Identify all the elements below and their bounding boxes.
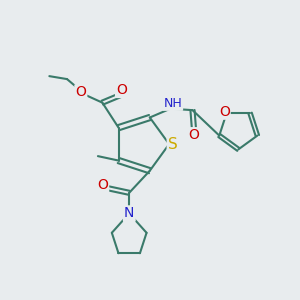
Text: O: O	[97, 178, 108, 192]
Text: N: N	[124, 207, 134, 221]
Text: S: S	[168, 136, 178, 152]
Text: O: O	[188, 128, 200, 142]
Text: O: O	[219, 105, 230, 119]
Text: O: O	[75, 85, 86, 99]
Text: NH: NH	[164, 97, 182, 110]
Text: O: O	[116, 83, 127, 97]
Text: N: N	[124, 206, 134, 220]
